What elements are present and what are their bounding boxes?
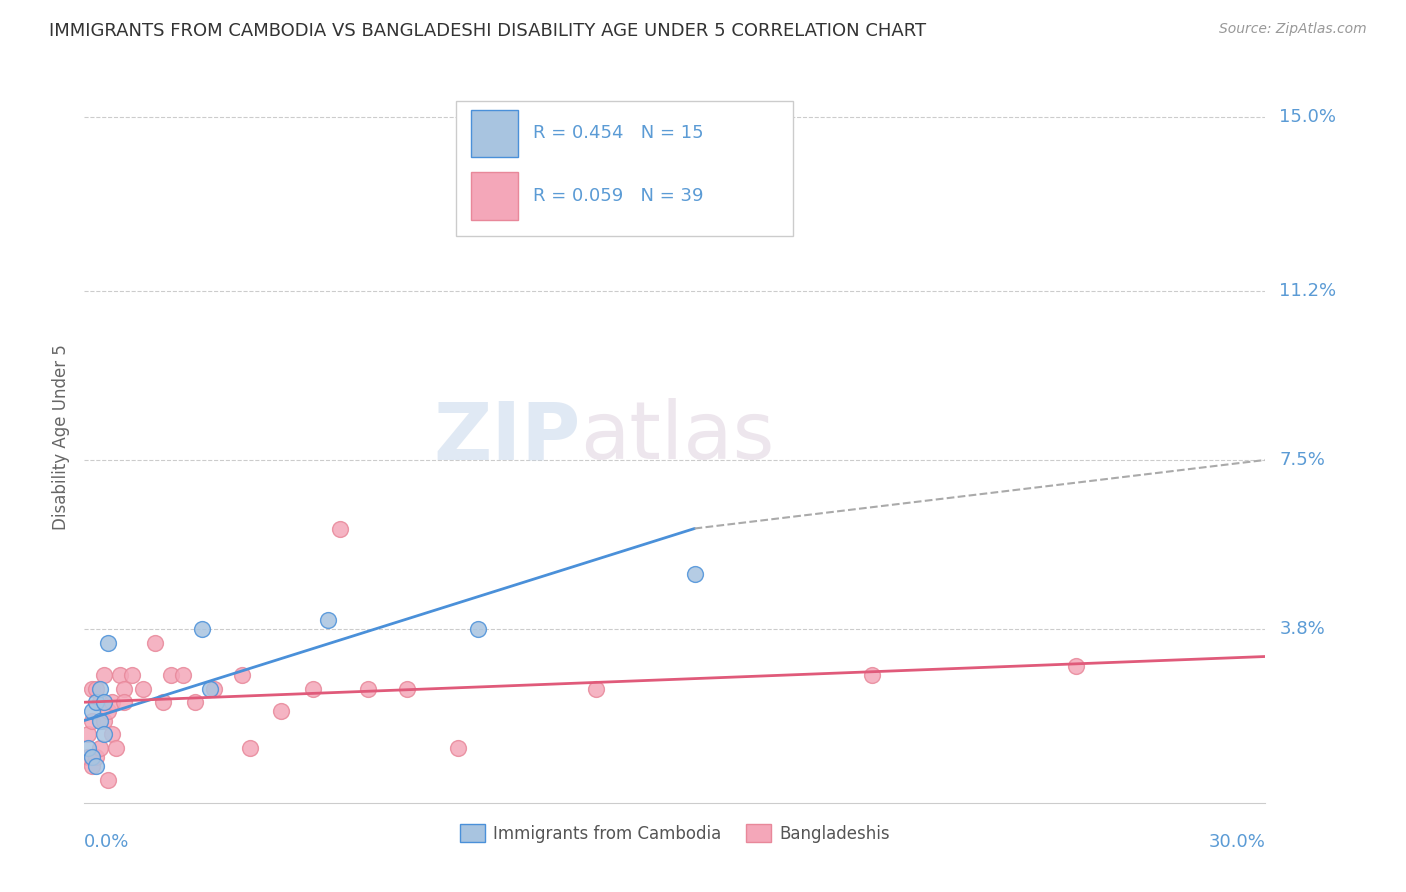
Point [191, 622, 214, 636]
Point [318, 613, 340, 627]
Point [101, 727, 124, 741]
Text: 11.2%: 11.2% [1279, 282, 1337, 300]
Point [89, 740, 111, 755]
Point [152, 695, 174, 709]
Text: ZIP: ZIP [433, 398, 581, 476]
Text: R = 0.454   N = 15: R = 0.454 N = 15 [533, 124, 704, 143]
Point [467, 622, 489, 636]
Point [93, 714, 115, 728]
Point [77, 740, 100, 755]
Text: 7.5%: 7.5% [1279, 451, 1326, 469]
Point [396, 681, 419, 696]
Legend: Immigrants from Cambodia, Bangladeshis: Immigrants from Cambodia, Bangladeshis [453, 818, 897, 849]
Point [82, 759, 104, 773]
Point [183, 695, 205, 709]
Point [84, 681, 107, 696]
Point [143, 636, 166, 650]
Point [357, 681, 380, 696]
Point [93, 727, 115, 741]
Point [82, 681, 104, 696]
Point [112, 681, 135, 696]
Point [97, 636, 120, 650]
Point [77, 727, 100, 741]
Point [121, 667, 143, 681]
Y-axis label: Disability Age Under 5: Disability Age Under 5 [52, 344, 70, 530]
Point [97, 705, 120, 719]
Point [82, 750, 104, 764]
Point [160, 667, 183, 681]
Point [132, 681, 155, 696]
Point [860, 667, 883, 681]
Text: 30.0%: 30.0% [1209, 833, 1265, 851]
FancyBboxPatch shape [471, 172, 517, 219]
Point [270, 705, 292, 719]
Point [231, 667, 253, 681]
Point [172, 667, 194, 681]
Point [1066, 658, 1088, 673]
Point [200, 681, 222, 696]
Point [112, 695, 135, 709]
Point [77, 750, 100, 764]
Point [101, 695, 124, 709]
Point [82, 705, 104, 719]
Point [93, 695, 115, 709]
Text: Source: ZipAtlas.com: Source: ZipAtlas.com [1219, 22, 1367, 37]
Point [239, 740, 262, 755]
Point [84, 695, 107, 709]
Text: R = 0.059   N = 39: R = 0.059 N = 39 [533, 186, 703, 204]
Point [108, 667, 131, 681]
Text: 0.0%: 0.0% [84, 833, 129, 851]
Point [89, 695, 111, 709]
Point [97, 772, 120, 787]
Text: 15.0%: 15.0% [1279, 108, 1336, 126]
Text: IMMIGRANTS FROM CAMBODIA VS BANGLADESHI DISABILITY AGE UNDER 5 CORRELATION CHART: IMMIGRANTS FROM CAMBODIA VS BANGLADESHI … [49, 22, 927, 40]
Point [89, 714, 111, 728]
Point [329, 521, 352, 535]
FancyBboxPatch shape [471, 110, 517, 158]
Point [202, 681, 225, 696]
Point [89, 681, 111, 696]
Point [447, 740, 470, 755]
FancyBboxPatch shape [457, 101, 793, 235]
Text: atlas: atlas [581, 398, 775, 476]
Point [301, 681, 323, 696]
Point [82, 714, 104, 728]
Point [93, 667, 115, 681]
Point [84, 750, 107, 764]
Point [585, 681, 607, 696]
Point [683, 567, 706, 582]
Point [515, 202, 537, 216]
Point [104, 740, 127, 755]
Point [84, 759, 107, 773]
Text: 3.8%: 3.8% [1279, 620, 1324, 638]
